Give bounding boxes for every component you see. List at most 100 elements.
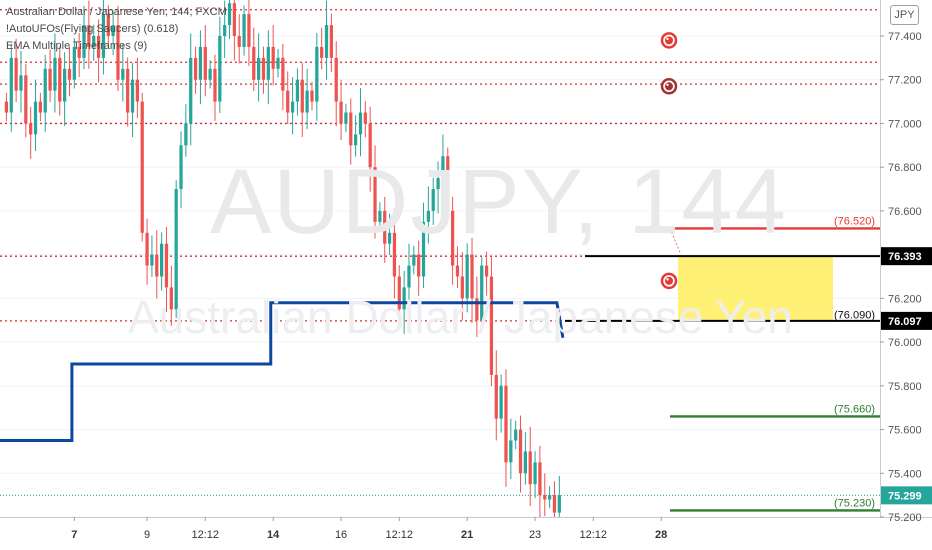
- candle-body: [349, 112, 353, 146]
- candle-body: [121, 68, 125, 80]
- candle-body: [101, 14, 106, 58]
- legend-indicator-ufo[interactable]: !AutoUFOs(Flying Saucers) (0.618): [6, 23, 179, 35]
- candle-body: [523, 451, 527, 474]
- candle-body: [552, 495, 557, 513]
- watermark-symbol: AUDJPY, 144: [210, 151, 788, 253]
- candle-body: [208, 68, 212, 80]
- ema-line: [0, 301, 565, 442]
- candle-body: [494, 374, 498, 419]
- candle-body: [358, 112, 363, 135]
- candle-body: [237, 36, 241, 47]
- price-badge: [881, 247, 932, 266]
- target-label: (75.230): [834, 497, 875, 509]
- x-tick-label: 21: [461, 529, 473, 541]
- candle-body: [533, 462, 537, 485]
- candle-body: [193, 57, 198, 80]
- candle-body: [489, 276, 494, 375]
- candle-body: [179, 145, 183, 190]
- price-badge-label: 75.299: [888, 490, 922, 502]
- candle-body: [218, 36, 222, 102]
- candle-body: [87, 25, 91, 47]
- candle-body: [470, 254, 474, 299]
- candle-body: [436, 178, 440, 190]
- candle-body: [412, 254, 416, 266]
- candle-body: [174, 189, 178, 310]
- candle-body: [106, 14, 110, 36]
- ufo-zone: [678, 256, 833, 321]
- candle-body: [329, 25, 333, 58]
- target-label: (76.090): [834, 309, 875, 321]
- candle-body: [92, 36, 96, 47]
- candle-body: [334, 57, 338, 102]
- candle-body: [82, 25, 86, 58]
- x-tick-label: 14: [267, 529, 280, 541]
- candle-body: [281, 57, 285, 91]
- candle-body: [557, 495, 561, 513]
- y-tick-label: 75.400: [888, 468, 922, 480]
- chart-legend: Australian Dollar / Japanese Yen, 144, F…: [6, 4, 227, 55]
- price-axis-bg: [880, 0, 932, 550]
- y-tick-label: 76.600: [888, 206, 922, 218]
- candle-body: [19, 75, 23, 91]
- candle-body: [354, 134, 358, 146]
- candle-body: [53, 57, 57, 91]
- price-badge-label: 76.393: [888, 251, 922, 263]
- candle-body: [484, 265, 489, 277]
- y-tick-label: 76.800: [888, 162, 922, 174]
- y-tick-label: 75.200: [888, 512, 922, 524]
- candle-body: [266, 46, 270, 80]
- y-tick-label: 76.000: [888, 337, 922, 349]
- candle-body: [232, 3, 236, 37]
- candle-body: [300, 79, 304, 113]
- target-connector: [669, 228, 681, 253]
- candle-body: [150, 254, 154, 266]
- x-tick-label: 12:12: [580, 529, 608, 541]
- candle-body: [387, 232, 392, 244]
- target-label: (75.660): [834, 403, 875, 415]
- candle-body: [116, 25, 120, 80]
- candle-body: [514, 429, 518, 441]
- candle-body: [126, 68, 130, 113]
- candle-body: [96, 36, 101, 58]
- legend-indicator-ema[interactable]: EMA Multiple Timeframes (9): [6, 40, 148, 52]
- candle-body: [169, 287, 173, 310]
- candle-body: [252, 46, 256, 80]
- currency-badge[interactable]: JPY: [890, 5, 919, 25]
- y-tick-label: 77.000: [888, 118, 922, 130]
- candle-body: [160, 243, 164, 277]
- candle-body: [257, 57, 261, 80]
- candle-body: [140, 101, 144, 233]
- candle-body: [373, 167, 377, 222]
- candle-body: [543, 495, 547, 500]
- candle-body: [77, 46, 81, 58]
- x-tick-label: 12:12: [386, 529, 414, 541]
- x-tick-label: 7: [71, 529, 77, 541]
- candle-body: [295, 79, 300, 102]
- candle-body: [315, 46, 319, 102]
- candle-body: [431, 189, 435, 211]
- candle-body: [9, 57, 13, 113]
- candle-body: [451, 210, 455, 266]
- candle-body: [213, 68, 217, 102]
- candle-body: [324, 25, 329, 58]
- candle-body: [383, 210, 387, 244]
- target-label: (76.520): [834, 215, 875, 227]
- candle-body: [164, 243, 169, 288]
- watermark-name: Australian Dollar / Japanese Yen: [128, 291, 793, 343]
- candle-body: [198, 46, 203, 80]
- y-tick-label: 77.400: [888, 31, 922, 43]
- candle-body: [528, 451, 532, 485]
- candle-body: [499, 385, 503, 419]
- candle-body: [310, 90, 314, 102]
- candle-body: [518, 429, 523, 474]
- price-badge: [881, 486, 932, 505]
- candle-body: [247, 14, 251, 47]
- candle-body: [33, 101, 38, 135]
- legend-symbol-line[interactable]: Australian Dollar / Japanese Yen, 144, F…: [6, 6, 227, 18]
- candle-body: [261, 57, 266, 80]
- candle-body: [203, 46, 207, 80]
- candle-body: [460, 276, 464, 299]
- candle-body: [63, 68, 67, 102]
- candle-body: [145, 232, 149, 266]
